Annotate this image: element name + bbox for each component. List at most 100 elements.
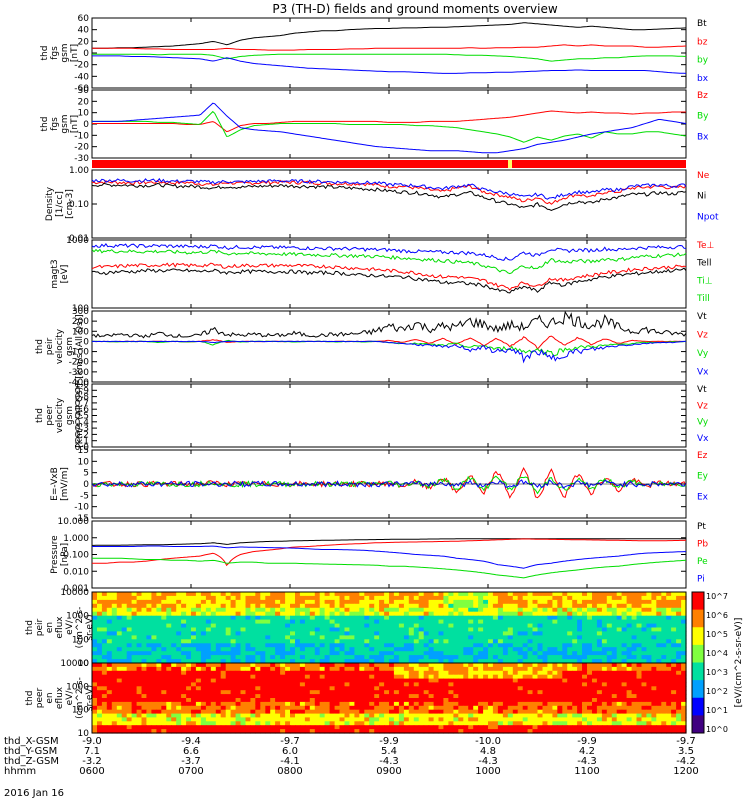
heatmap-cell <box>676 635 682 640</box>
heatmap-cell <box>448 639 454 644</box>
heatmap-cell <box>542 709 548 715</box>
heatmap-cell <box>176 725 182 730</box>
heatmap-cell <box>577 721 583 726</box>
heatmap-cell <box>547 623 553 629</box>
heatmap-cell <box>676 694 682 699</box>
ylabel-electron-spectrogram: eV/ <box>65 690 75 706</box>
heatmap-cell <box>483 701 489 707</box>
heatmap-cell <box>280 698 286 703</box>
heatmap-cell <box>349 643 355 648</box>
heatmap-cell <box>359 690 365 695</box>
heatmap-cell <box>111 725 118 730</box>
heatmap-cell <box>606 690 613 695</box>
heatmap-cell <box>651 627 657 632</box>
heatmap-cell <box>651 595 657 601</box>
heatmap-cell <box>215 592 222 597</box>
heatmap-cell <box>225 729 232 734</box>
heatmap-cell <box>146 729 152 734</box>
heatmap-cell <box>552 592 558 597</box>
heatmap-cell <box>146 678 152 684</box>
heatmap-cell <box>656 666 662 672</box>
heatmap-cell <box>245 639 251 644</box>
heatmap-cell <box>176 670 182 676</box>
heatmap-cell <box>507 666 514 672</box>
heatmap-cell <box>562 663 568 668</box>
heatmap-cell <box>374 643 380 648</box>
heatmap-cell <box>562 615 568 621</box>
heatmap-cell <box>215 701 222 707</box>
heatmap-cell <box>458 709 464 715</box>
heatmap-cell <box>438 592 444 597</box>
heatmap-cell <box>299 639 306 644</box>
heatmap-cell <box>260 603 266 609</box>
heatmap-cell <box>626 705 633 711</box>
heatmap-cell <box>572 686 578 691</box>
heatmap-cell <box>280 678 286 684</box>
heatmap-cell <box>478 595 484 601</box>
heatmap-cell <box>557 721 563 726</box>
heatmap-cell <box>210 713 217 719</box>
heatmap-cell <box>666 725 672 730</box>
heatmap-cell <box>270 721 276 726</box>
heatmap-cell <box>532 603 538 609</box>
heatmap-cell <box>354 651 360 656</box>
heatmap-cell <box>522 603 529 609</box>
heatmap-cell <box>522 694 529 699</box>
heatmap-cell <box>344 721 350 726</box>
heatmap-cell <box>458 595 464 601</box>
heatmap-cell <box>314 599 321 605</box>
heatmap-cell <box>339 713 345 719</box>
ylabel-pressure: Pressure <box>50 535 60 574</box>
heatmap-cell <box>666 592 672 597</box>
heatmap-cell <box>492 721 499 726</box>
heatmap-cell <box>389 647 395 652</box>
heatmap-cell <box>255 694 261 699</box>
heatmap-cell <box>319 725 326 730</box>
heatmap-cell <box>334 682 341 687</box>
heatmap-cell <box>220 623 227 629</box>
heatmap-cell <box>339 701 345 707</box>
heatmap-cell <box>567 690 573 695</box>
heatmap-cell <box>567 698 573 703</box>
heatmap-cell <box>483 592 489 597</box>
heatmap-cell <box>106 623 113 629</box>
heatmap-cell <box>497 631 504 636</box>
heatmap-cell <box>334 659 341 664</box>
heatmap-cell <box>616 599 623 605</box>
heatmap-cell <box>131 713 138 719</box>
heatmap-cell <box>527 623 534 629</box>
heatmap-cell <box>166 721 172 726</box>
heatmap-cell <box>413 717 420 722</box>
heatmap-cell <box>364 619 370 625</box>
heatmap-cell <box>349 607 355 613</box>
heatmap-cell <box>314 663 321 668</box>
heatmap-cell <box>101 678 108 684</box>
heatmap-cell <box>146 623 152 629</box>
heatmap-cell <box>488 603 494 609</box>
heatmap-cell <box>299 705 306 711</box>
heatmap-cell <box>458 655 464 660</box>
heatmap-cell <box>646 599 652 605</box>
heatmap-cell <box>492 595 499 601</box>
heatmap-cell <box>309 592 316 597</box>
heatmap-cell <box>681 651 687 656</box>
heatmap-cell <box>433 663 440 668</box>
heatmap-cell <box>92 729 98 734</box>
heatmap-cell <box>418 713 425 719</box>
heatmap-cell <box>275 678 281 684</box>
heatmap-cell <box>418 686 425 691</box>
heatmap-cell <box>136 659 143 664</box>
heatmap-cell <box>166 595 172 601</box>
heatmap-cell <box>176 666 182 672</box>
heatmap-cell <box>502 663 509 668</box>
series-temperature-Ti <box>91 243 687 261</box>
heatmap-cell <box>240 595 246 601</box>
heatmap-cell <box>596 721 603 726</box>
heatmap-cell <box>280 643 286 648</box>
heatmap-cell <box>354 694 360 699</box>
heatmap-cell <box>606 686 613 691</box>
heatmap-cell <box>141 611 147 617</box>
heatmap-cell <box>433 623 440 629</box>
heatmap-cell <box>205 705 212 711</box>
heatmap-cell <box>681 709 687 715</box>
